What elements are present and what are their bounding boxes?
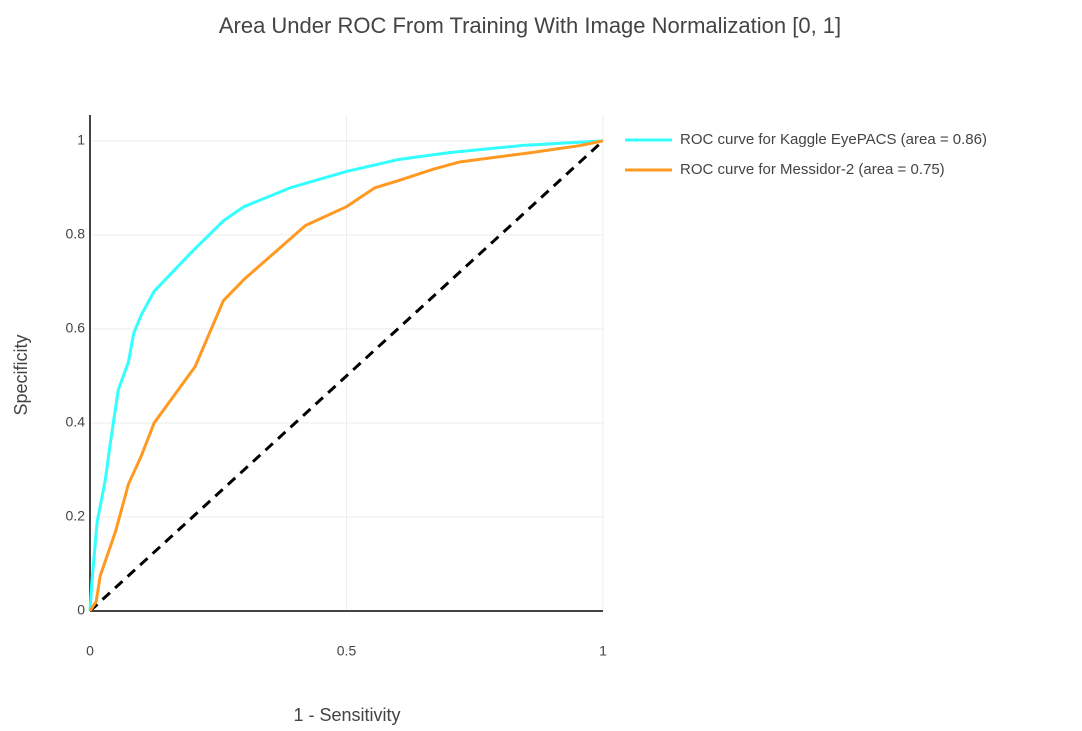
y-tick-label: 0 [77, 602, 85, 618]
series-line [88, 139, 604, 612]
y-tick-label: 0.4 [66, 414, 86, 430]
y-tick-label: 0.8 [66, 226, 86, 242]
y-tick-label: 0.2 [66, 508, 86, 524]
y-axis-title: Specificity [11, 334, 31, 415]
legend-label: ROC curve for Kaggle EyePACS (area = 0.8… [680, 131, 987, 148]
x-tick-label: 0 [86, 643, 94, 659]
x-axis-title: 1 - Sensitivity [293, 705, 400, 725]
y-tick-label: 0.6 [66, 320, 86, 336]
legend-label: ROC curve for Messidor-2 (area = 0.75) [680, 161, 945, 178]
chart-title: Area Under ROC From Training With Image … [219, 13, 841, 38]
x-tick-label: 1 [599, 643, 607, 659]
x-tick-label: 0.5 [337, 643, 357, 659]
series-line [88, 139, 604, 612]
reference-line [88, 139, 605, 613]
y-tick-label: 1 [77, 132, 85, 148]
